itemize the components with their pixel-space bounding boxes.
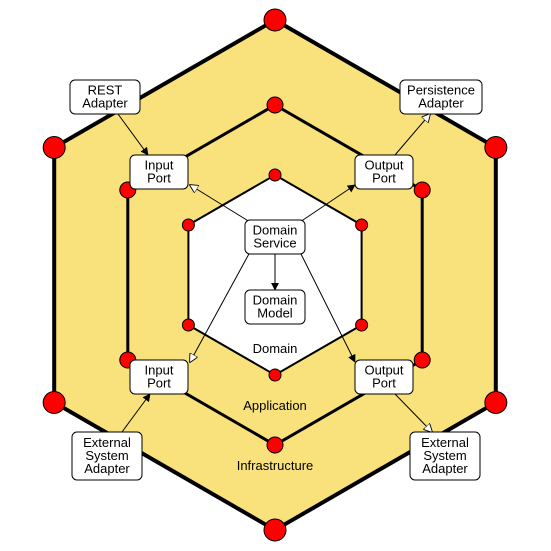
box-domain_model: DomainModel — [245, 290, 305, 324]
box-rest_adapter: RESTAdapter — [70, 80, 140, 114]
hexagonal-architecture-diagram: DomainServiceDomainModelInputPortOutputP… — [0, 0, 551, 551]
vertex-node-inner-5 — [182, 219, 194, 231]
vertex-node-mid-3 — [267, 437, 283, 453]
box-ext_adapter_l-line-2: Adapter — [84, 461, 130, 476]
box-rest_adapter-line-1: Adapter — [82, 95, 128, 110]
vertex-node-outer-2 — [485, 392, 507, 414]
box-persist_adapter-line-1: Adapter — [418, 95, 464, 110]
box-domain_service-line-1: Service — [253, 235, 296, 250]
vertex-node-outer-4 — [43, 392, 65, 414]
box-ext_adapter_r: ExternalSystemAdapter — [410, 432, 480, 480]
box-input_port_t-line-1: Port — [147, 170, 171, 185]
vertex-node-inner-4 — [182, 319, 194, 331]
box-input_port_t: InputPort — [130, 155, 188, 189]
box-output_port_b-line-1: Port — [372, 375, 396, 390]
box-input_port_b: InputPort — [130, 360, 188, 394]
box-persist_adapter: PersistenceAdapter — [400, 80, 482, 114]
vertex-node-inner-2 — [356, 319, 368, 331]
vertex-node-mid-2 — [414, 352, 430, 368]
box-domain_service: DomainService — [245, 220, 305, 254]
vertex-node-outer-1 — [485, 137, 507, 159]
vertex-node-mid-0 — [267, 97, 283, 113]
vertex-node-inner-0 — [269, 169, 281, 181]
vertex-node-outer-3 — [264, 519, 286, 541]
vertex-node-inner-3 — [269, 369, 281, 381]
box-input_port_b-line-1: Port — [147, 375, 171, 390]
vertex-node-outer-5 — [43, 137, 65, 159]
layer-label-infrastructure: Infrastructure — [237, 458, 314, 473]
box-output_port_t-line-1: Port — [372, 170, 396, 185]
box-ext_adapter_r-line-2: Adapter — [422, 461, 468, 476]
vertex-node-outer-0 — [264, 9, 286, 31]
layer-label-domain: Domain — [253, 341, 298, 356]
box-ext_adapter_l: ExternalSystemAdapter — [72, 432, 142, 480]
box-output_port_b: OutputPort — [355, 360, 413, 394]
box-output_port_t: OutputPort — [355, 155, 413, 189]
box-domain_model-line-1: Model — [257, 305, 293, 320]
layer-label-application: Application — [243, 398, 307, 413]
vertex-node-inner-1 — [356, 219, 368, 231]
vertex-node-mid-1 — [414, 182, 430, 198]
